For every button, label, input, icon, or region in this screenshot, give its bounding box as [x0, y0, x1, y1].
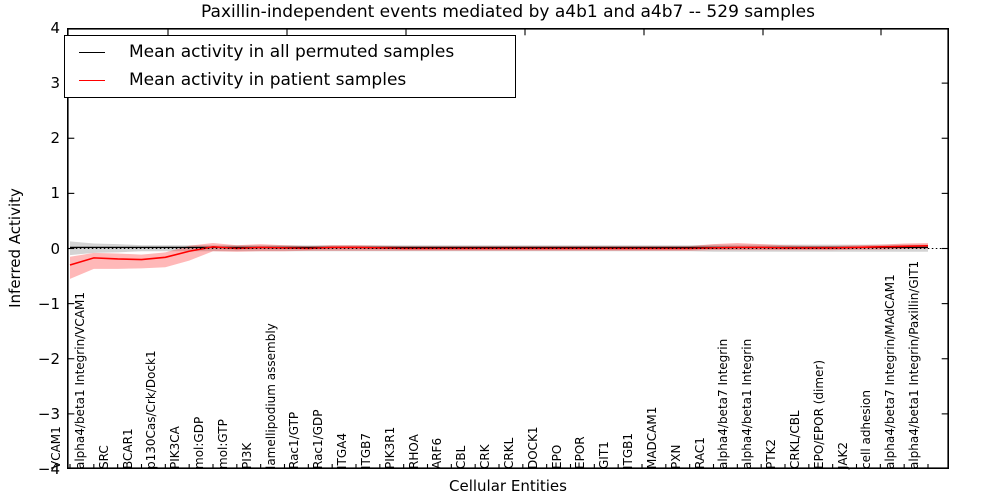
x-category-label: DOCK1 — [525, 426, 540, 469]
x-category-label: ARF6 — [430, 437, 445, 469]
x-axis-label: Cellular Entities — [449, 477, 567, 495]
legend-label-permuted: Mean activity in all permuted samples — [129, 42, 455, 62]
x-category-label: ITGA4 — [335, 432, 349, 469]
x-category-label: CRKL/CBL — [787, 410, 802, 469]
x-category-label: alpha4/beta7 Integrin — [716, 338, 731, 469]
x-category-label: MADCAM1 — [644, 406, 659, 469]
x-category-label: alpha4/beta1 Integrin — [740, 338, 755, 469]
x-category-label: RHOA — [406, 434, 421, 469]
y-tick-label: −3 — [37, 404, 60, 423]
x-category-label: EPO — [549, 444, 564, 469]
legend-item-patient: Mean activity in patient samples — [65, 66, 515, 94]
legend-line-patient-icon — [79, 79, 105, 81]
x-category-label: CRK — [478, 444, 492, 469]
x-category-label: ITGB7 — [358, 432, 373, 469]
x-category-label: Rac1/GTP — [287, 411, 302, 469]
patient-mean-line — [69, 244, 929, 266]
patient-band — [70, 242, 928, 279]
x-category-label: alpha4/beta1 Integrin/VCAM1 — [72, 292, 87, 469]
x-category-label: ITGB1 — [621, 432, 635, 469]
legend: Mean activity in all permuted samples Me… — [64, 35, 516, 98]
x-category-label: JAK2 — [835, 441, 850, 469]
x-category-label: PXN — [668, 444, 683, 469]
y-tick-label: −2 — [37, 349, 60, 368]
x-category-label: cell adhesion — [859, 390, 874, 469]
x-category-label: RAC1 — [692, 437, 707, 469]
plot-area — [67, 28, 949, 469]
plot-svg — [67, 28, 949, 469]
x-category-label: SRC — [96, 445, 111, 469]
chart-title: Paxillin-independent events mediated by … — [201, 2, 815, 22]
x-category-label: CBL — [454, 445, 469, 469]
x-category-label: Rac1/GDP — [311, 409, 326, 469]
y-tick-label: 0 — [50, 239, 60, 258]
x-category-label: BCAR1 — [120, 428, 135, 469]
x-category-label: alpha4/beta7 Integrin/MAdCAM1 — [883, 274, 898, 469]
y-tick-label: 3 — [50, 74, 60, 93]
y-tick-label: 4 — [50, 19, 60, 37]
legend-label-patient: Mean activity in patient samples — [129, 70, 407, 90]
y-tick-label: 2 — [50, 129, 60, 148]
x-category-label: mol:GTP — [215, 419, 230, 469]
x-category-label: PIK3CA — [168, 426, 183, 469]
x-category-label: PI3K — [239, 442, 254, 469]
x-category-label: mol:GDP — [192, 416, 206, 469]
x-category-label: EPO/EPOR (dimer) — [811, 359, 826, 469]
x-category-label: lamellipodium assembly — [263, 323, 278, 469]
legend-line-permuted-icon — [79, 51, 105, 53]
x-category-label: CRKL — [501, 437, 516, 469]
legend-item-permuted: Mean activity in all permuted samples — [65, 38, 515, 66]
x-category-label: GIT1 — [597, 441, 612, 469]
y-tick-label: −4 — [37, 460, 60, 478]
y-tick-label: −1 — [37, 294, 60, 313]
x-category-label: VCAM1 — [49, 426, 63, 469]
x-category-label: p130Cas/Crk/Dock1 — [144, 350, 159, 469]
x-category-label: PTK2 — [764, 438, 778, 469]
x-category-label: PIK3R1 — [382, 426, 397, 469]
y-tick-label: 1 — [50, 184, 60, 203]
x-category-label: EPOR — [573, 436, 588, 469]
x-category-label: alpha4/beta1 Integrin/Paxillin/GIT1 — [907, 260, 921, 469]
